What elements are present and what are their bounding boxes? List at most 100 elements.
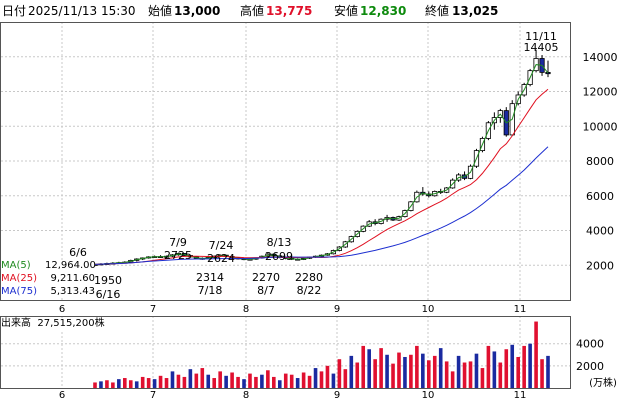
volume-bar: [260, 374, 264, 388]
volume-bar: [289, 374, 294, 388]
volume-bar: [272, 376, 276, 388]
x-tick-label: 7: [150, 304, 156, 315]
volume-bar: [534, 321, 538, 388]
volume-bar: [355, 362, 360, 388]
volume-bar: [206, 374, 211, 388]
volume-bar: [522, 345, 526, 388]
x-axis-ticks: 6 6 7 7 8 8 9 9 10 10 11 11: [59, 304, 527, 400]
volume-bar: [164, 378, 169, 388]
open-value: 13,000: [174, 4, 221, 18]
annotation-date: 7/24: [209, 239, 234, 252]
high-label: 高値: [240, 4, 265, 18]
volume-bars: [93, 321, 550, 388]
annotation-value: 2280: [295, 271, 323, 284]
volume-bar: [188, 369, 193, 388]
volume-bar: [367, 349, 371, 388]
x-tick-label: 6: [59, 304, 65, 315]
volume-bar: [194, 373, 199, 388]
volume-bar: [111, 382, 115, 388]
volume-bar: [432, 355, 437, 388]
volume-panel-frame: [0, 316, 571, 389]
volume-bar: [277, 380, 282, 388]
volume-bar: [134, 381, 139, 388]
volume-bar: [504, 349, 509, 388]
x-tick-label: 9: [334, 304, 340, 315]
annotation-value: 2314: [196, 271, 224, 284]
price-axis-ticks: 2000 4000 6000 8000 10000 12000 14000: [583, 51, 618, 273]
datetime-value: 2025/11/13 15:30: [28, 4, 136, 18]
price-tick-label: 8000: [586, 155, 614, 168]
volume-bar: [236, 376, 240, 388]
x-tick-label: 8: [243, 390, 249, 400]
x-tick-label: 9: [334, 390, 340, 400]
price-tick-label: 6000: [586, 190, 614, 203]
x-tick-label: 10: [422, 390, 435, 400]
volume-bar: [295, 378, 300, 388]
x-tick-label: 11: [514, 304, 527, 315]
volume-bar: [546, 355, 550, 388]
volume-bar: [93, 382, 97, 388]
volume-bar: [248, 373, 252, 388]
ma5-line: [94, 64, 549, 265]
annotation-value: 14405: [524, 41, 559, 54]
volume-bar: [462, 362, 467, 388]
x-tick-label: 7: [150, 390, 156, 400]
volume-bar: [391, 363, 395, 388]
close-value: 13,025: [452, 4, 499, 18]
annotation-date: 7/18: [198, 284, 223, 297]
volume-axis-ticks: 2000 4000: [576, 338, 604, 373]
x-tick-label: 6: [59, 390, 65, 400]
volume-bar: [176, 374, 181, 388]
volume-bar: [266, 370, 270, 388]
volume-bar: [540, 359, 544, 388]
volume-bar: [444, 361, 449, 388]
volume-bar: [307, 375, 312, 388]
annotation-value: 2270: [252, 271, 280, 284]
volume-bar: [301, 372, 306, 388]
low-label: 安値: [334, 4, 359, 18]
ma25-line: [94, 88, 549, 265]
volume-bar: [218, 371, 222, 388]
volume-bar: [117, 379, 121, 388]
volume-bar: [438, 348, 443, 388]
volume-bar: [146, 378, 151, 388]
close-label: 終値: [425, 4, 450, 18]
annotation-date: 8/7: [257, 284, 275, 297]
volume-bar: [319, 371, 324, 388]
volume-bar: [105, 380, 109, 388]
volume-bar: [492, 351, 497, 388]
volume-label: 出来高: [1, 318, 31, 329]
annotation-date: 8/22: [297, 284, 322, 297]
ma25-value: 9,211.60: [50, 273, 95, 284]
volume-value: 27,515,200株: [37, 318, 105, 329]
price-grid: [1, 22, 570, 300]
price-tick-label: 10000: [583, 120, 618, 133]
volume-bar: [361, 345, 366, 388]
ma75-legend: MA(75) 5,313.43: [1, 286, 95, 298]
annotation-date: 7/9: [169, 236, 187, 249]
volume-bar: [128, 380, 133, 388]
annotation-date: 11/11: [525, 30, 557, 43]
price-tick-label: 4000: [586, 225, 614, 238]
open-label: 始値: [148, 4, 173, 18]
volume-bar: [528, 343, 532, 388]
volume-bar: [283, 373, 288, 388]
volume-bar: [343, 369, 348, 388]
ma5-legend: MA(5) 12,964.00: [1, 260, 96, 272]
volume-bar: [337, 359, 342, 388]
ma25-label: MA(25): [1, 273, 37, 284]
volume-bar: [313, 368, 318, 388]
volume-bar: [456, 355, 461, 388]
x-tick-label: 10: [422, 304, 435, 315]
volume-bar: [397, 352, 401, 388]
volume-bar: [426, 360, 431, 388]
annotation-value: 2699: [265, 250, 293, 263]
ma75-value: 5,313.43: [50, 286, 95, 297]
volume-bar: [325, 365, 330, 388]
volume-bar: [474, 353, 479, 388]
annotation-value: 2624: [207, 252, 235, 265]
moving-average-lines: [94, 64, 549, 265]
volume-bar: [152, 379, 157, 388]
volume-bar: [450, 371, 455, 388]
